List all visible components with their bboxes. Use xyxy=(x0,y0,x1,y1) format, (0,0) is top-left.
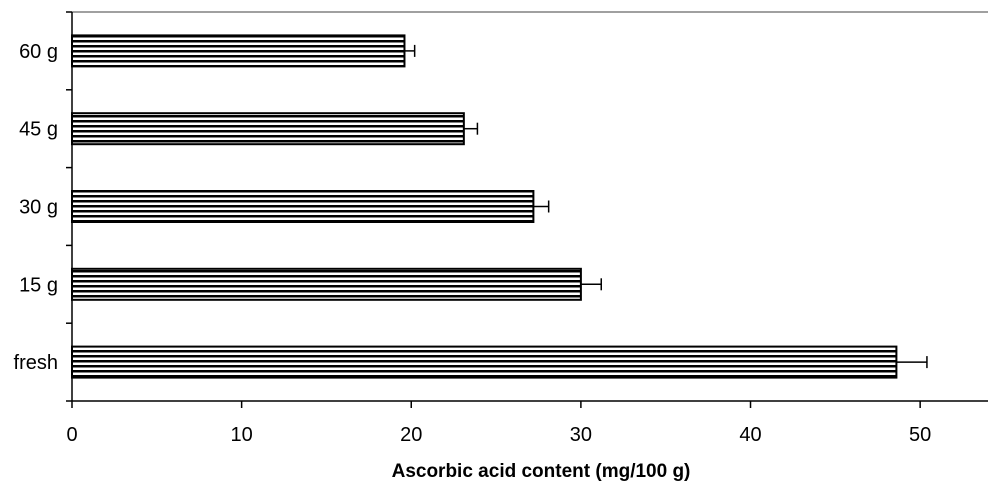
x-tick-label: 40 xyxy=(739,424,761,446)
x-axis-title: Ascorbic acid content (mg/100 g) xyxy=(392,461,691,482)
error-bar-fresh xyxy=(896,356,928,369)
bars-layer xyxy=(71,34,928,379)
y-tick-label: 45 g xyxy=(19,119,58,141)
y-tick-label: fresh xyxy=(14,352,58,374)
x-tick-label: 30 xyxy=(570,424,592,446)
x-tick-label: 50 xyxy=(909,424,931,446)
bar-15-g xyxy=(71,267,582,301)
bar-60-g xyxy=(71,34,406,68)
bar-45-g xyxy=(71,112,465,146)
y-tick-label: 30 g xyxy=(19,197,58,219)
y-tick-label: 60 g xyxy=(19,41,58,63)
x-tick-label: 20 xyxy=(400,424,422,446)
x-tick-label: 0 xyxy=(66,424,77,446)
axes-layer: fresh 15 g 30 g 45 g 60 g 0 10 20 30 40 50 xyxy=(14,11,988,446)
error-bar-15-g xyxy=(580,278,602,291)
error-bar-60-g xyxy=(404,44,416,57)
error-bar-45-g xyxy=(463,122,479,135)
y-tick-label: 15 g xyxy=(19,274,58,296)
bar-fresh xyxy=(71,345,898,379)
x-tick-label: 10 xyxy=(231,424,253,446)
bar-30-g xyxy=(71,190,535,223)
error-bar-30-g xyxy=(533,200,550,213)
